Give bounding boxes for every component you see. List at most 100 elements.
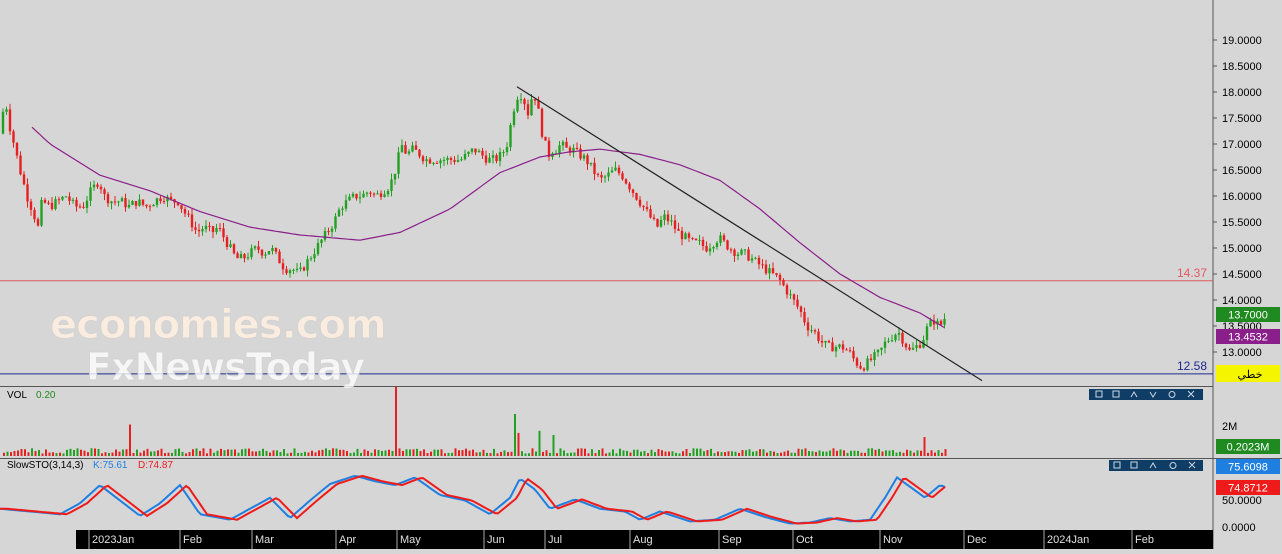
candle-body bbox=[771, 268, 775, 274]
candle-body bbox=[915, 345, 918, 349]
candle-body bbox=[351, 193, 355, 197]
settings-icon[interactable] bbox=[1169, 462, 1177, 469]
candle-body bbox=[845, 349, 848, 351]
volume-bar bbox=[780, 452, 782, 456]
candle-body bbox=[246, 257, 250, 259]
candle-body bbox=[663, 214, 666, 220]
volume-bar bbox=[276, 450, 278, 456]
candle-body bbox=[197, 229, 201, 232]
candle-body bbox=[761, 264, 764, 266]
arrow-up-icon[interactable] bbox=[1149, 462, 1157, 469]
volume-bar bbox=[570, 452, 572, 456]
volume-bar bbox=[409, 449, 411, 456]
volume-bar bbox=[916, 450, 919, 456]
price-axis-ticks: 19.0000 18.5000 18.0000 17.5000 17.0000 16.50… bbox=[1213, 35, 1262, 359]
settings-icon[interactable] bbox=[1168, 391, 1176, 398]
main-panel bbox=[0, 0, 1213, 385]
price-tick-label: 13.0000 bbox=[1222, 347, 1262, 359]
time-label: Sep bbox=[722, 534, 742, 546]
volume-bar bbox=[577, 448, 579, 456]
candle-body bbox=[134, 201, 138, 206]
restore-icon[interactable] bbox=[1130, 461, 1138, 469]
volume-bar bbox=[808, 451, 810, 456]
candle-body bbox=[631, 189, 635, 194]
candle-body bbox=[92, 184, 96, 188]
candle-body bbox=[936, 320, 939, 325]
candle-body bbox=[638, 199, 642, 206]
volume-bar bbox=[237, 452, 240, 456]
candle-body bbox=[876, 349, 880, 353]
volume-bar bbox=[164, 453, 166, 456]
volume-bar bbox=[699, 448, 702, 456]
time-label: May bbox=[400, 534, 421, 546]
stochastic-toolbar[interactable] bbox=[1109, 460, 1203, 471]
candle-body bbox=[442, 159, 446, 161]
candle-body bbox=[64, 196, 68, 198]
candle-body bbox=[509, 124, 512, 148]
minimize-icon[interactable] bbox=[1113, 461, 1121, 469]
volume-bar bbox=[507, 452, 509, 456]
candle-body bbox=[386, 190, 390, 195]
volume-bar bbox=[454, 448, 457, 456]
volume-bar bbox=[349, 453, 352, 456]
volume-bar bbox=[111, 452, 114, 456]
candle-body bbox=[894, 334, 897, 341]
candle-body bbox=[866, 358, 869, 371]
volume-bar bbox=[223, 450, 226, 456]
candle-body bbox=[572, 147, 575, 153]
volume-bar bbox=[752, 451, 754, 456]
candle-body bbox=[236, 253, 239, 259]
candle-body bbox=[617, 167, 621, 174]
candle-body bbox=[169, 196, 173, 200]
minimize-icon[interactable] bbox=[1095, 390, 1103, 398]
candle-body bbox=[474, 148, 477, 153]
volume-bar bbox=[451, 452, 453, 456]
candle-body bbox=[138, 199, 141, 206]
candle-body bbox=[372, 193, 376, 195]
volume-bar bbox=[416, 448, 418, 456]
volume-bar bbox=[552, 435, 555, 456]
volume-bar bbox=[150, 451, 152, 456]
candle-body bbox=[614, 167, 617, 171]
volume-bar bbox=[640, 451, 642, 456]
arrow-down-icon[interactable] bbox=[1149, 391, 1157, 398]
volume-bar bbox=[115, 449, 117, 456]
candle-body bbox=[705, 246, 708, 252]
volume-bar bbox=[566, 453, 569, 456]
time-label: Aug bbox=[633, 534, 653, 546]
candle-body bbox=[659, 219, 663, 227]
candle-body bbox=[792, 294, 796, 300]
volume-toolbar[interactable] bbox=[1089, 389, 1203, 400]
candle-body bbox=[456, 159, 460, 162]
close-icon[interactable] bbox=[1188, 461, 1196, 469]
volume-bar bbox=[769, 450, 772, 456]
restore-icon[interactable] bbox=[1112, 390, 1120, 398]
candle-body bbox=[666, 214, 670, 222]
candle-body bbox=[764, 264, 768, 274]
candle-body bbox=[327, 231, 330, 233]
candle-body bbox=[36, 219, 40, 226]
candle-body bbox=[526, 104, 530, 116]
candle-body bbox=[40, 199, 43, 226]
close-icon[interactable] bbox=[1187, 390, 1195, 398]
volume-bar bbox=[615, 453, 618, 456]
candle-body bbox=[155, 198, 159, 205]
time-axis-left-pad bbox=[0, 530, 76, 549]
svg-text:13.4532: 13.4532 bbox=[1228, 332, 1268, 344]
volume-bar bbox=[787, 450, 789, 456]
time-label: Feb bbox=[1135, 534, 1154, 546]
stochastic-k-label: K:75.61 bbox=[93, 460, 128, 471]
arrow-up-icon[interactable] bbox=[1130, 391, 1138, 398]
candle-body bbox=[15, 142, 19, 156]
trendline bbox=[516, 86, 983, 382]
candle-body bbox=[484, 155, 488, 163]
level-label: 12.58 bbox=[1177, 359, 1207, 373]
volume-bar bbox=[815, 452, 817, 456]
volume-bar bbox=[601, 448, 604, 456]
volume-bar bbox=[573, 452, 576, 456]
candle-body bbox=[463, 154, 467, 160]
candle-body bbox=[512, 111, 516, 125]
volume-bar bbox=[17, 450, 19, 456]
volume-bar bbox=[930, 450, 933, 456]
